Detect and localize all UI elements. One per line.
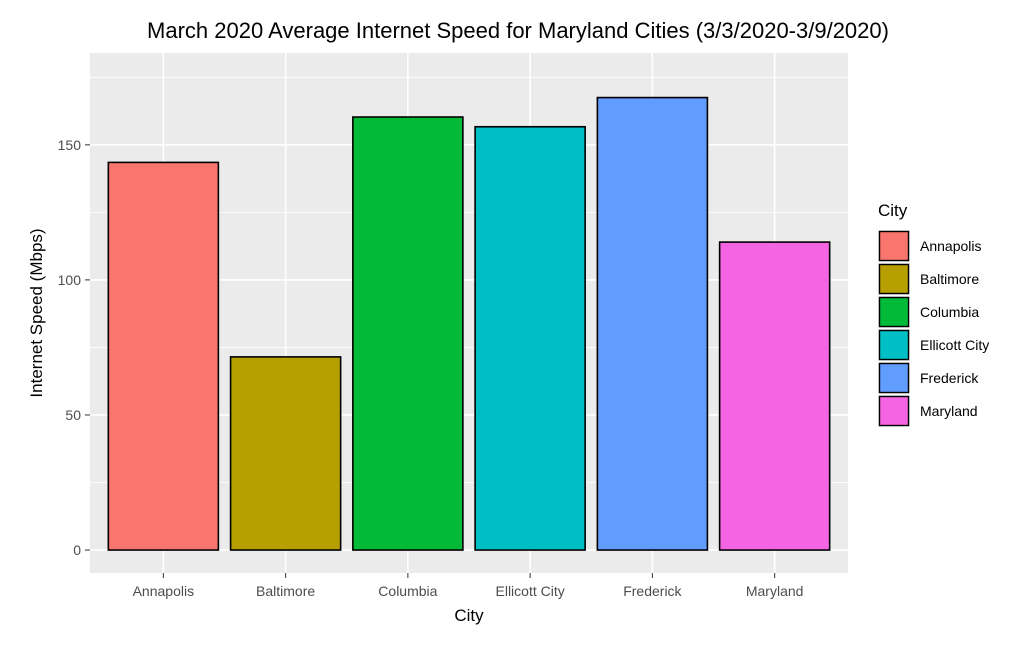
legend-swatch <box>878 263 910 295</box>
legend-label: Maryland <box>920 403 978 419</box>
y-tick-label: 100 <box>58 272 82 288</box>
bars <box>107 96 831 551</box>
y-tick-label: 50 <box>65 407 81 423</box>
bar-annapolis <box>107 161 220 551</box>
x-tick-label: Columbia <box>378 583 437 599</box>
legend-swatch <box>878 395 910 427</box>
x-tick-label: Annapolis <box>133 583 195 599</box>
y-tick-label: 150 <box>58 137 82 153</box>
legend-label: Ellicott City <box>920 337 989 353</box>
legend-label: Baltimore <box>920 271 979 287</box>
bar-ellicott-city <box>474 125 586 551</box>
x-tick-label: Ellicott City <box>496 583 565 599</box>
x-axis-title: City <box>454 606 484 625</box>
legend-swatch <box>878 296 910 328</box>
legend-title: City <box>878 201 908 220</box>
x-axis: Annapolis Baltimore Columbia Ellicott City F… <box>133 573 804 599</box>
legend-label: Frederick <box>920 370 979 386</box>
legend-label: Columbia <box>920 304 979 320</box>
y-axis: 0 50 100 150 <box>58 137 90 558</box>
legend-label: Annapolis <box>920 238 982 254</box>
legend-swatch <box>878 362 910 394</box>
bar-frederick <box>596 96 709 551</box>
y-axis-title: Internet Speed (Mbps) <box>27 228 46 397</box>
bar-columbia <box>352 116 464 551</box>
bar-maryland <box>718 241 831 551</box>
x-tick-label: Baltimore <box>256 583 315 599</box>
bar-baltimore <box>229 356 342 551</box>
legend-items: Annapolis Baltimore Columbia Ellicott City F… <box>878 230 989 427</box>
legend-swatch <box>878 329 910 361</box>
chart-title: March 2020 Average Internet Speed for Ma… <box>147 18 889 43</box>
legend: City Annapolis Baltimore Columbia Ellicott … <box>878 201 989 427</box>
x-tick-label: Frederick <box>623 583 682 599</box>
y-tick-label: 0 <box>73 542 81 558</box>
x-tick-label: Maryland <box>746 583 804 599</box>
legend-swatch <box>878 230 910 262</box>
